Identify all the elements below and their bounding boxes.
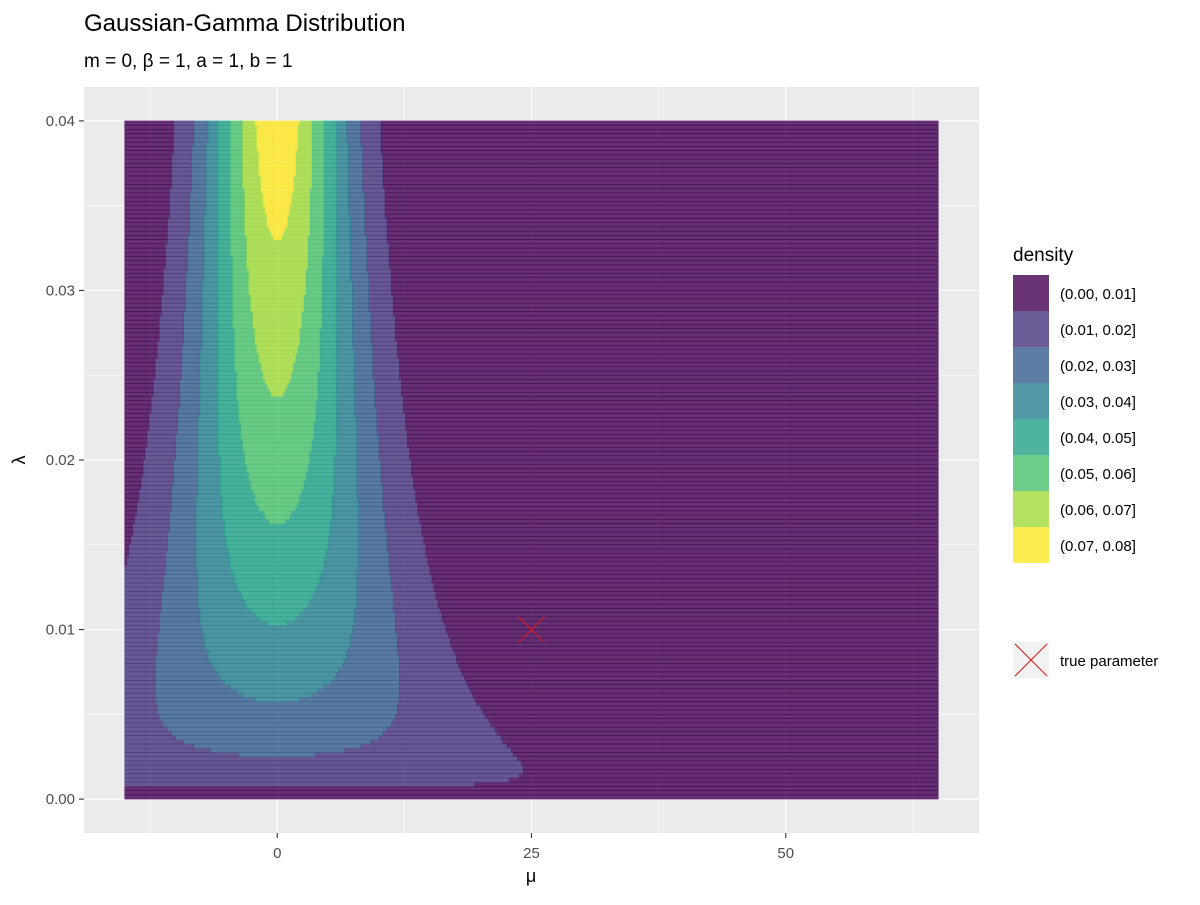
x-tick-label: 25 (523, 845, 540, 862)
legend-label: (0.03, 0.04] (1060, 394, 1136, 411)
y-tick-label: 0.02 (46, 452, 75, 469)
legend-key-2 (1013, 311, 1049, 347)
legend-label: (0.00, 0.01] (1060, 286, 1136, 303)
y-tick-label: 0.03 (46, 282, 75, 299)
legend-key-7 (1013, 491, 1049, 527)
chart-title: Gaussian-Gamma Distribution (84, 10, 405, 37)
y-tick-label: 0.00 (46, 791, 75, 808)
legend-label: (0.02, 0.03] (1060, 358, 1136, 375)
legend-label: (0.04, 0.05] (1060, 430, 1136, 447)
contour-band-2 (124, 120, 524, 787)
x-tick-label: 0 (273, 845, 281, 862)
contour-layer (124, 120, 939, 800)
axis-layer: 0 25 50 0.00 0.01 0.02 0.03 0.04 (46, 113, 794, 862)
legend-key-8 (1013, 527, 1049, 563)
legend-label: (0.07, 0.08] (1060, 538, 1136, 555)
legend-point-label: true parameter (1060, 653, 1158, 670)
legend-label: (0.06, 0.07] (1060, 502, 1136, 519)
legend-key-3 (1013, 347, 1049, 383)
true-parameter-marker (518, 616, 545, 643)
y-tick-label: 0.04 (46, 113, 75, 130)
points-layer (518, 616, 545, 643)
contour-band-8 (254, 120, 300, 240)
legend-point-key (1013, 642, 1049, 678)
y-tick-label: 0.01 (46, 622, 75, 639)
legend: density (0.00, 0.01] (0.01, 0.02] (0.02, 0… (1013, 245, 1158, 678)
x-axis-label: μ (526, 866, 536, 886)
legend-key-4 (1013, 383, 1049, 419)
x-tick-label: 50 (777, 845, 794, 862)
legend-label: (0.01, 0.02] (1060, 322, 1136, 339)
legend-key-6 (1013, 455, 1049, 491)
chart-subtitle: m = 0, β = 1, a = 1, b = 1 (84, 51, 292, 72)
legend-key-1 (1013, 275, 1049, 311)
legend-title: density (1013, 245, 1074, 266)
legend-label: (0.05, 0.06] (1060, 466, 1136, 483)
y-axis-label: λ (9, 456, 29, 465)
legend-key-5 (1013, 419, 1049, 455)
